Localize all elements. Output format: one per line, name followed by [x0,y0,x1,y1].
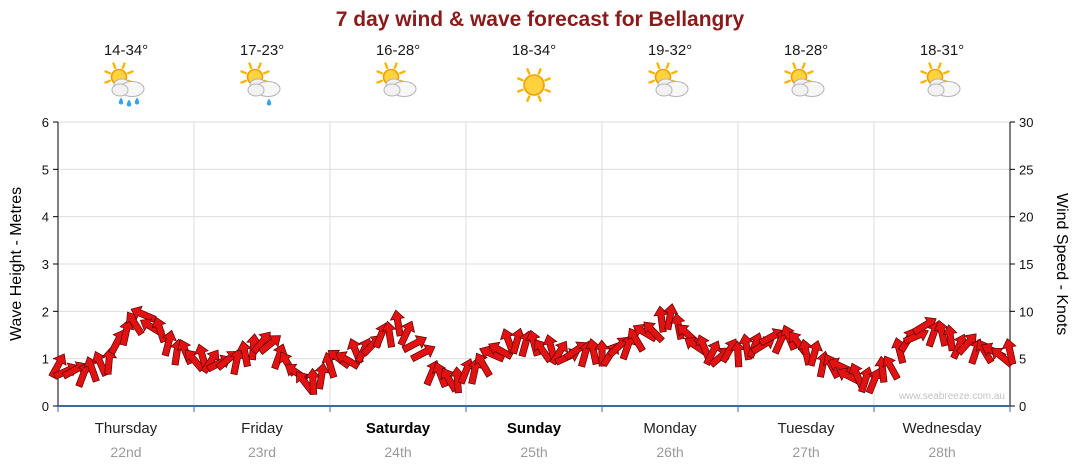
left-tick-label: 0 [42,399,49,414]
day-label: Monday [643,420,697,437]
wind-arrow [335,351,361,370]
day-column-wednesday: 18-31° [882,42,1002,109]
date-label: 23rd [248,444,276,460]
day-temp-range: 18-34° [511,42,557,59]
date-label: 28th [928,444,955,460]
wind-arrow [161,329,177,357]
wind-arrow [594,339,610,367]
wind-arrow [882,355,901,381]
date-label: 27th [792,444,819,460]
sun-cloud-light-rain-icon [202,61,322,109]
day-temp-range: 17-23° [239,42,285,59]
sun-cloud-icon [746,61,866,109]
wind-arrow [257,335,282,355]
wind-arrow [488,341,514,360]
wind-arrow [101,347,117,375]
days-header: 14-34° 17-23° 16-28° 18-34° 19-32° 18-28°… [0,0,1080,120]
wind-arrow [389,309,405,337]
wind-arrow [549,340,568,366]
wind-arrow [91,350,110,378]
day-column-tuesday: 18-28° [746,42,866,109]
wind-arrow [48,353,67,379]
left-tick-label: 3 [42,257,49,272]
page-title: 7 day wind & wave forecast for Bellangry [335,8,745,31]
wind-arrow [314,362,330,390]
wind-arrow [119,319,135,347]
day-temp-range: 14-34° [103,42,149,59]
right-axis-label: Wind Speed - Knots [1053,192,1070,336]
date-label: 25th [520,444,547,460]
right-tick-label: 0 [1019,399,1026,414]
day-label: Wednesday [903,420,982,437]
wind-arrow [643,321,665,344]
right-tick-label: 20 [1019,210,1033,225]
sun-cloud-icon [338,61,458,109]
wind-arrow [942,324,958,352]
right-tick-label: 25 [1019,162,1033,177]
day-temp-range: 18-31° [919,42,965,59]
day-column-monday: 19-32° [610,42,730,109]
wind-arrow [780,324,798,351]
day-column-saturday: 16-28° [338,42,458,109]
day-temp-range: 19-32° [647,42,693,59]
day-label: Tuesday [778,420,835,437]
day-temp-range: 16-28° [375,42,421,59]
day-temp-range: 18-28° [783,42,829,59]
wind-arrow [474,352,493,378]
wind-arrow [619,333,636,361]
wind-arrow [410,344,436,363]
day-label: Saturday [366,420,431,437]
left-tick-label: 5 [42,162,49,177]
wind-arrow [401,335,428,354]
sun-cloud-icon [882,61,1002,109]
date-label: 22nd [110,444,141,460]
right-tick-label: 30 [1019,115,1033,130]
right-tick-label: 10 [1019,304,1033,319]
right-tick-label: 15 [1019,257,1033,272]
wind-arrow [397,320,416,347]
wind-arrow [807,339,823,367]
date-label: 24th [384,444,411,460]
wind-arrow [703,340,722,367]
day-label: Sunday [507,420,562,437]
day-column-friday: 17-23° [202,42,322,109]
left-tick-label: 1 [42,352,49,367]
day-column-sunday: 18-34° [474,42,594,109]
left-tick-label: 2 [42,304,49,319]
right-tick-label: 5 [1019,352,1026,367]
date-label: 26th [656,444,683,460]
wind-arrow [663,303,679,331]
sun-icon [474,61,594,109]
sun-cloud-icon [610,61,730,109]
left-tick-label: 6 [42,115,49,130]
day-column-thursday: 14-34° [66,42,186,109]
left-tick-label: 4 [42,210,49,225]
watermark: www.seabreeze.com.au [898,391,1005,402]
wind-arrow [1001,338,1017,366]
day-label: Friday [241,420,283,437]
sun-cloud-rain-icon [66,61,186,109]
day-label: Thursday [95,420,158,437]
wind-arrow [381,320,397,348]
